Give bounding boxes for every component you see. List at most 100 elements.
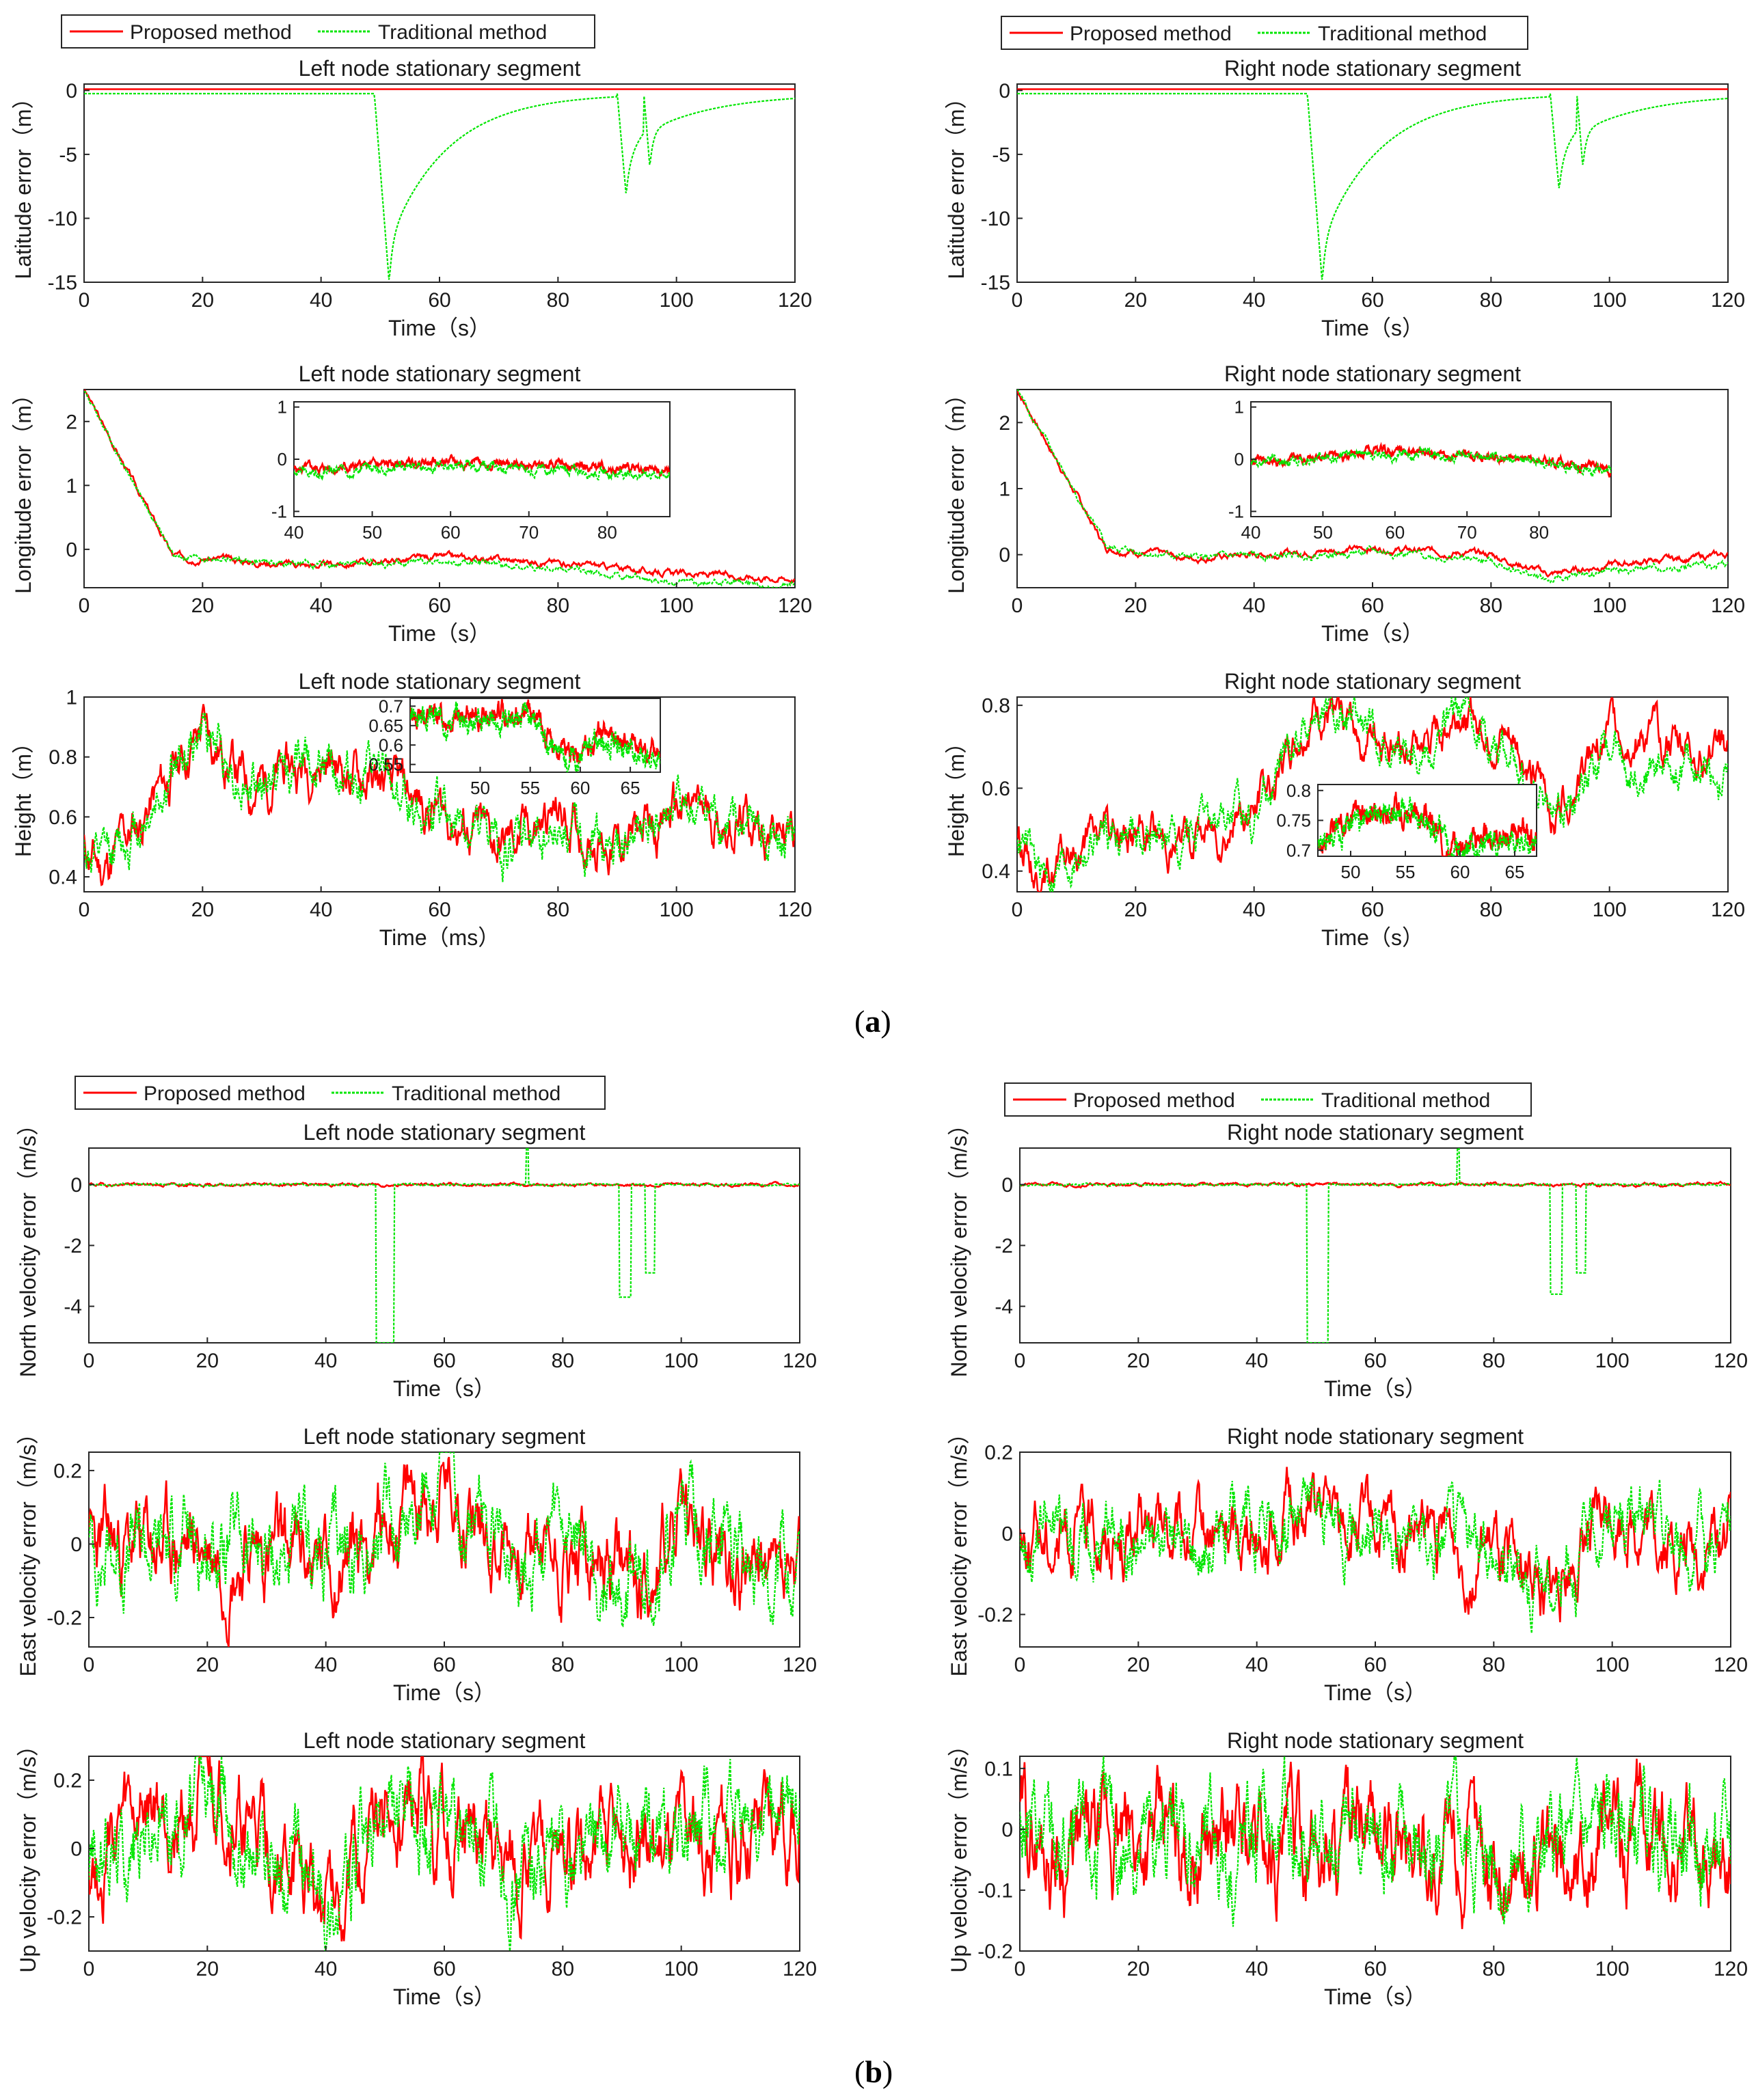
legend-b-left: Proposed method Traditional method xyxy=(75,1076,606,1110)
chart-ve-left: 0 20 40 60 80 100 120 -0.2 0 0.2 Left node station… xyxy=(16,1423,817,1705)
x-axis-label: Time（s） xyxy=(393,1985,496,2009)
x-tick-label: 50 xyxy=(362,522,382,543)
series-proposed xyxy=(89,1756,800,1941)
chart-title: Left node stationary segment xyxy=(299,362,581,386)
y-tick-label: 0.7 xyxy=(1286,840,1311,860)
x-tick-label: 100 xyxy=(664,1654,699,1676)
x-tick-label: 65 xyxy=(621,778,640,798)
x-axis-label: Time（s） xyxy=(1324,1376,1427,1401)
x-tick-label: 20 xyxy=(1124,289,1147,312)
x-tick-label: 60 xyxy=(1364,1350,1386,1372)
x-tick-label: 60 xyxy=(441,522,461,543)
x-tick-label: 60 xyxy=(1361,899,1383,921)
x-tick-label: 40 xyxy=(310,595,332,617)
x-tick-label: 80 xyxy=(547,595,569,617)
x-tick-label: 60 xyxy=(428,595,450,617)
y-axis-label: North velocity error（m/s） xyxy=(16,1114,40,1378)
y-tick-label: 0.6 xyxy=(379,735,403,755)
x-tick-label: 60 xyxy=(428,289,450,312)
y-tick-label: 0.8 xyxy=(49,746,77,769)
y-axis-label: Longitude error（m） xyxy=(11,383,36,594)
x-tick-label: 120 xyxy=(1711,595,1745,617)
y-tick-label: 0.65 xyxy=(368,715,403,736)
y-axis-label: Latitude error（m） xyxy=(11,87,36,279)
x-axis-label: Time（s） xyxy=(1321,925,1424,950)
x-tick-label: 80 xyxy=(552,1350,574,1372)
x-tick-label: 0 xyxy=(79,595,90,617)
panel-label-a: (a) xyxy=(854,1004,891,1039)
legend-label-traditional: Traditional method xyxy=(1318,23,1487,45)
x-tick-label: 100 xyxy=(1593,595,1627,617)
x-tick-label: 120 xyxy=(783,1958,817,1980)
x-tick-label: 40 xyxy=(314,1654,337,1676)
plot-area xyxy=(1019,1147,1731,1344)
x-tick-label: 120 xyxy=(1711,899,1745,921)
y-tick-label: -0.2 xyxy=(46,1907,82,1929)
x-tick-label: 55 xyxy=(520,778,540,798)
y-tick-label: 0.4 xyxy=(982,860,1010,883)
x-tick-label: 20 xyxy=(1127,1958,1150,1980)
series-traditional xyxy=(84,712,795,882)
series-proposed xyxy=(89,1181,800,1188)
chart-lon-right-inset: 40 50 60 70 80 -1 0 1 xyxy=(1228,397,1612,543)
x-tick-label: 100 xyxy=(1595,1958,1630,1980)
x-axis-label: Time（s） xyxy=(1321,621,1424,646)
x-tick-label: 120 xyxy=(778,595,812,617)
legend-label-traditional: Traditional method xyxy=(1321,1089,1490,1112)
x-tick-label: 0 xyxy=(1012,899,1023,921)
x-tick-label: 70 xyxy=(1457,522,1477,543)
x-tick-label: 40 xyxy=(1245,1654,1268,1676)
chart-title: Right node stationary segment xyxy=(1224,669,1521,694)
y-tick-label: -4 xyxy=(64,1296,82,1318)
x-tick-label: 20 xyxy=(1127,1654,1150,1676)
series-traditional xyxy=(410,701,660,772)
x-tick-label: 0 xyxy=(1012,595,1023,617)
series-traditional xyxy=(1017,697,1728,892)
x-tick-label: 40 xyxy=(314,1350,337,1372)
y-tick-label: 0 xyxy=(70,1838,82,1861)
y-tick-label: -10 xyxy=(48,208,77,230)
x-tick-label: 60 xyxy=(1364,1654,1386,1676)
x-tick-label: 80 xyxy=(1483,1958,1505,1980)
x-tick-label: 20 xyxy=(191,899,214,921)
x-tick-label: 0 xyxy=(1014,1350,1026,1372)
x-tick-label: 60 xyxy=(1361,289,1383,312)
chart-title: Left node stationary segment xyxy=(299,669,581,694)
x-tick-label: 120 xyxy=(783,1654,817,1676)
series-traditional xyxy=(1020,1756,1731,1927)
legend-label-traditional: Traditional method xyxy=(392,1082,560,1105)
legend-a-left: Proposed method Traditional method xyxy=(61,14,595,49)
x-tick-label: 80 xyxy=(1480,289,1502,312)
x-tick-label: 80 xyxy=(1529,522,1549,543)
y-tick-label: -15 xyxy=(981,272,1010,295)
x-tick-label: 40 xyxy=(310,899,332,921)
x-tick-label: 60 xyxy=(1364,1958,1386,1980)
legend-label-proposed: Proposed method xyxy=(1073,1089,1235,1112)
x-tick-label: 80 xyxy=(1480,899,1502,921)
x-tick-label: 20 xyxy=(191,289,214,312)
x-tick-label: 70 xyxy=(519,522,539,543)
y-tick-label: 0.1 xyxy=(984,1758,1013,1780)
x-tick-label: 100 xyxy=(660,289,694,312)
x-tick-label: 60 xyxy=(433,1350,455,1372)
series-traditional xyxy=(84,92,795,280)
chart-title: Left node stationary segment xyxy=(303,1728,586,1753)
y-tick-label: -0.1 xyxy=(977,1879,1013,1902)
series-traditional xyxy=(1251,445,1611,477)
chart-vu-right: 0 20 40 60 80 100 120 -0.2 -0.1 0 0.1 Right node st… xyxy=(947,1728,1748,2009)
chart-title: Left node stationary segment xyxy=(303,1120,586,1145)
x-tick-label: 40 xyxy=(1245,1958,1268,1980)
x-tick-label: 20 xyxy=(191,595,214,617)
x-tick-label: 0 xyxy=(1012,289,1023,312)
x-tick-label: 50 xyxy=(470,778,490,798)
x-tick-label: 80 xyxy=(552,1654,574,1676)
plot-area xyxy=(83,83,796,283)
x-tick-label: 120 xyxy=(1714,1350,1748,1372)
y-axis-label: Height（m） xyxy=(944,732,969,857)
y-tick-label: 0.55 xyxy=(368,754,403,775)
y-axis-label: East velocity error（m/s） xyxy=(16,1423,40,1677)
x-tick-label: 20 xyxy=(196,1350,219,1372)
x-tick-label: 0 xyxy=(83,1958,95,1980)
y-tick-label: 1 xyxy=(1234,397,1244,418)
y-tick-label: 0 xyxy=(66,538,77,561)
